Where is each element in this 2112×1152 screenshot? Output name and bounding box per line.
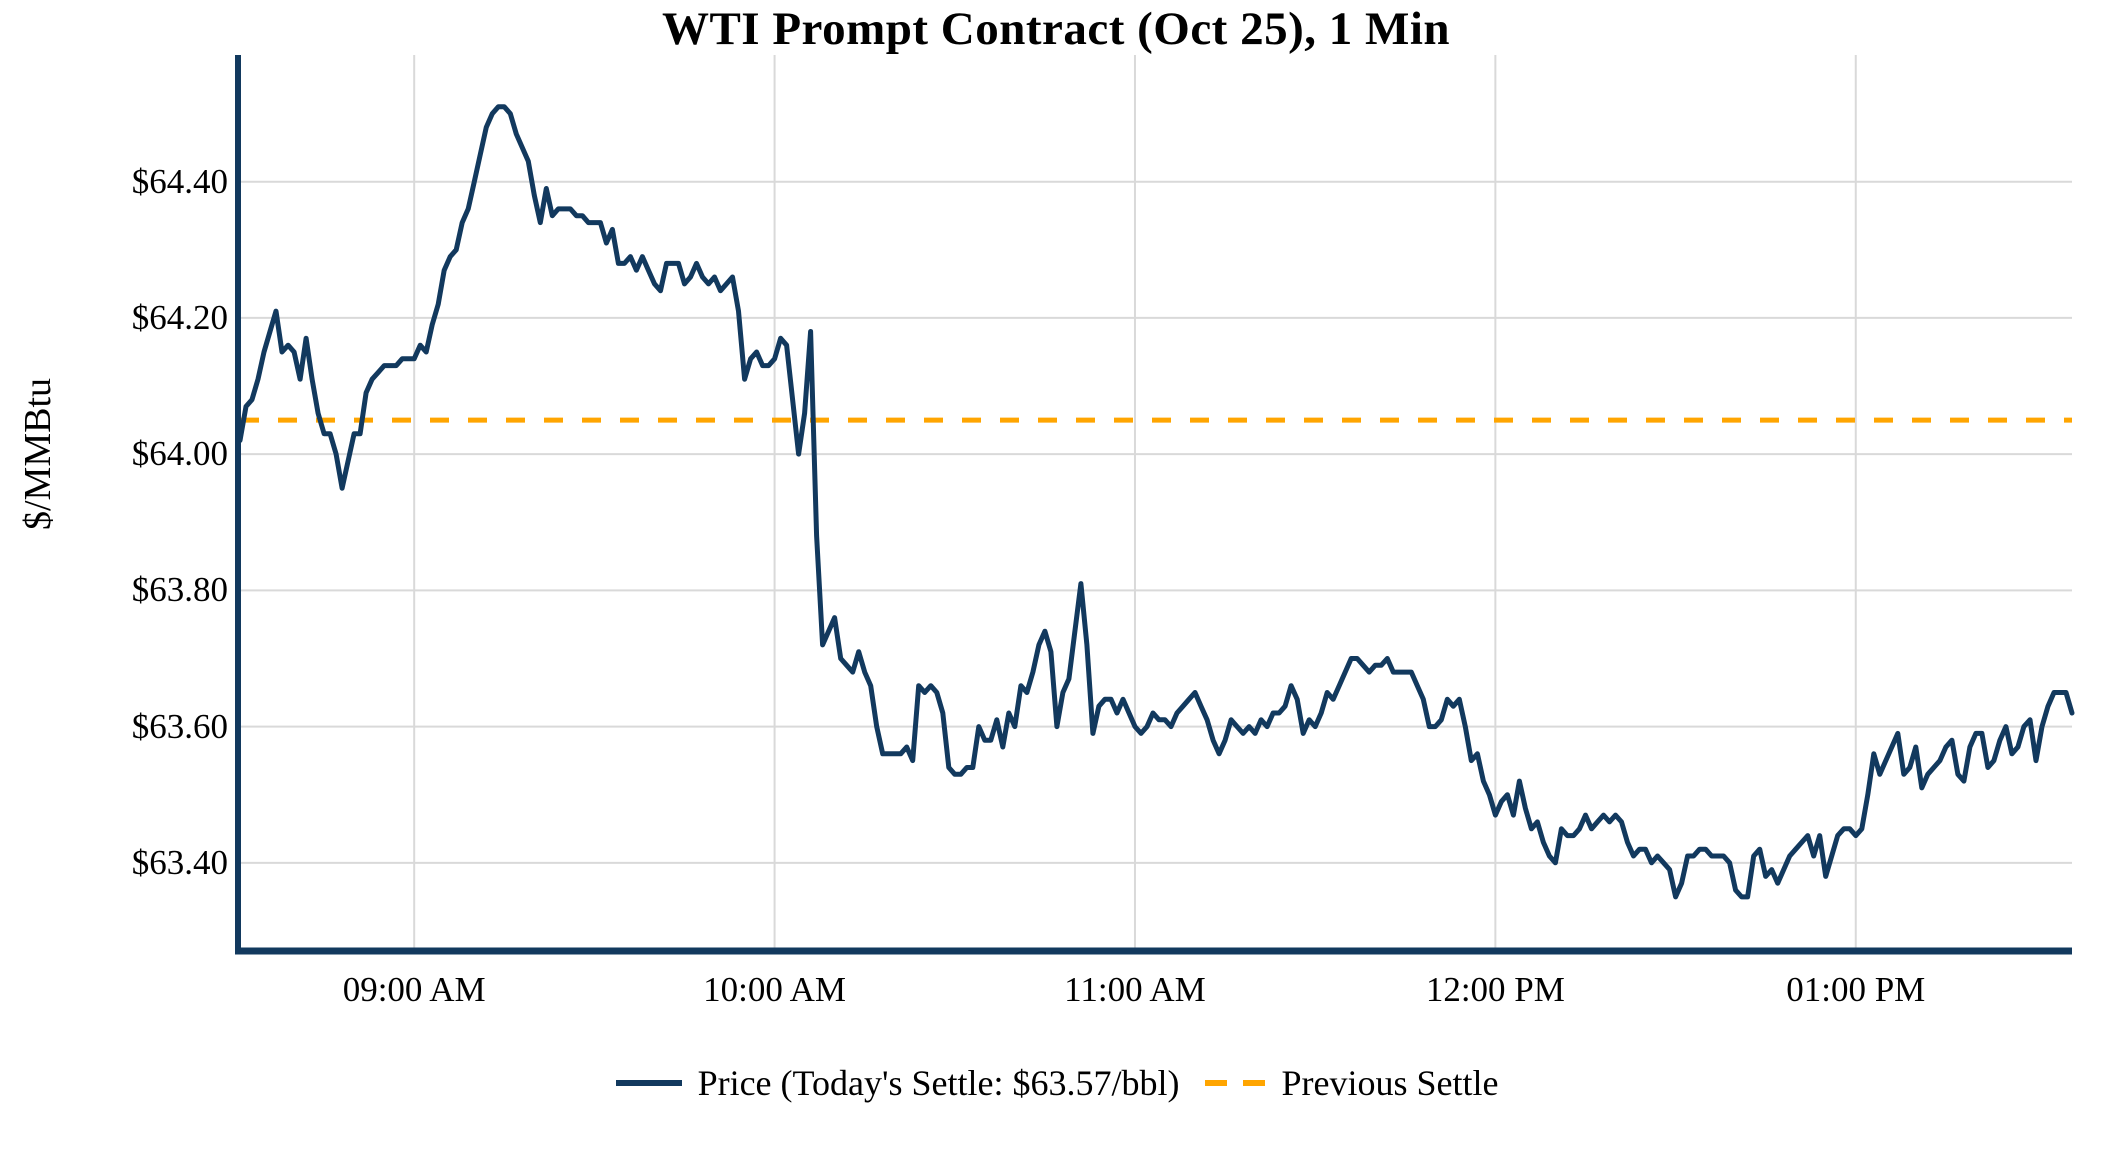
y-tick-label: $64.40 bbox=[131, 161, 228, 201]
x-tick-label: 12:00 PM bbox=[1425, 970, 1565, 1009]
y-tick-label: $63.40 bbox=[131, 842, 228, 882]
x-tick-label: 10:00 AM bbox=[703, 970, 847, 1009]
legend: Price (Today's Settle: $63.57/bbl) Previ… bbox=[0, 1062, 2112, 1104]
chart-title: WTI Prompt Contract (Oct 25), 1 Min bbox=[661, 3, 1451, 55]
x-tick-label: 01:00 PM bbox=[1786, 970, 1926, 1009]
y-tick-label: $64.20 bbox=[131, 297, 228, 337]
y-tick-label: $64.00 bbox=[131, 434, 228, 474]
legend-item-prev-settle: Previous Settle bbox=[1205, 1062, 1498, 1104]
legend-item-price: Price (Today's Settle: $63.57/bbl) bbox=[614, 1062, 1180, 1104]
prev-settle-dash-sample-icon bbox=[1205, 1080, 1268, 1086]
legend-prev-settle-label: Previous Settle bbox=[1281, 1063, 1499, 1103]
x-tick-label: 11:00 AM bbox=[1064, 970, 1206, 1009]
y-tick-label: $63.80 bbox=[131, 570, 228, 610]
y-tick-label: $63.60 bbox=[131, 706, 228, 746]
price-line bbox=[237, 104, 2075, 900]
price-line-sample-icon bbox=[615, 1080, 682, 1086]
x-tick-label: 09:00 AM bbox=[342, 970, 486, 1009]
legend-price-label: Price (Today's Settle: $63.57/bbl) bbox=[697, 1063, 1180, 1103]
